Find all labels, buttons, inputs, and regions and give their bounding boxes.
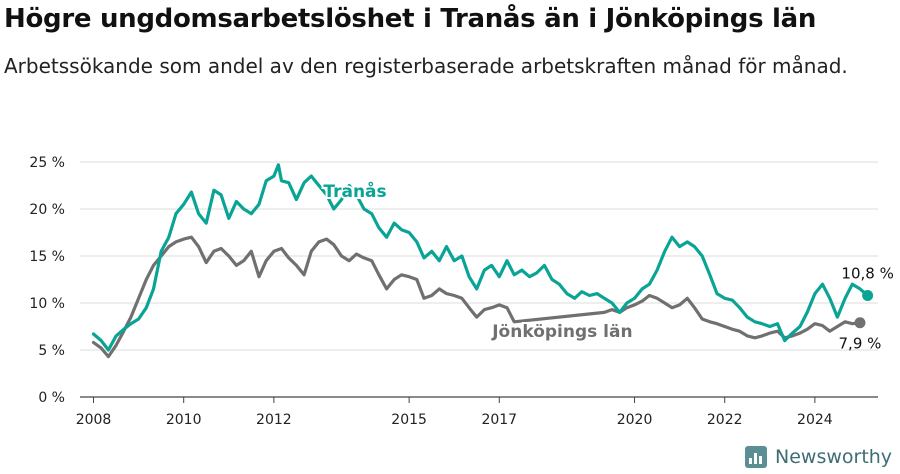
y-axis-ticks: 0 % 5 % 10 % 15 % 20 % 25 %: [29, 155, 65, 406]
newsworthy-logo-icon: [745, 446, 767, 468]
series-label-tranas: Tranås: [323, 180, 386, 202]
grid-lines: [80, 161, 878, 398]
x-tick-label: 2020: [617, 412, 653, 428]
x-tick-label: 2017: [481, 412, 517, 428]
series-line-jonkoping: [91, 235, 862, 359]
end-value-label-tranas: 10,8 %: [841, 264, 893, 282]
x-tick-label: 2015: [391, 412, 427, 428]
series-lines: [91, 163, 874, 359]
y-tick-label: 5 %: [38, 343, 65, 359]
series-end-point-tranas: [862, 289, 874, 301]
end-value-label-jonkoping: 7,9 %: [839, 335, 882, 353]
x-tick-label: 2022: [707, 412, 743, 428]
x-tick-label: 2024: [797, 412, 833, 428]
series-labels: 10,8 % 7,9 % Tranås Jönköpings län: [321, 178, 893, 353]
y-tick-label: 15 %: [29, 249, 65, 265]
x-tick-label: 2008: [76, 412, 112, 428]
page-title: Högre ungdomsarbetslöshet i Tranås än i …: [4, 4, 817, 34]
y-tick-label: 10 %: [29, 296, 65, 312]
brand-name: Newsworthy: [775, 446, 893, 468]
x-axis-ticks: 2008 2010 2012 2015 2017 2020 2022 2024: [76, 397, 833, 428]
y-tick-label: 25 %: [29, 155, 65, 171]
x-tick-label: 2012: [256, 412, 292, 428]
series-label-jonkoping: Jönköpings län: [491, 322, 632, 342]
series-line-tranas: [91, 163, 870, 352]
brand-logo: Newsworthy: [745, 444, 892, 470]
y-tick-label: 0 %: [38, 390, 65, 406]
series-end-point-jonkoping: [854, 317, 866, 329]
x-tick-label: 2010: [166, 412, 202, 428]
page-subtitle: Arbetssökande som andel av den registerb…: [4, 54, 848, 78]
y-tick-label: 20 %: [29, 202, 65, 218]
